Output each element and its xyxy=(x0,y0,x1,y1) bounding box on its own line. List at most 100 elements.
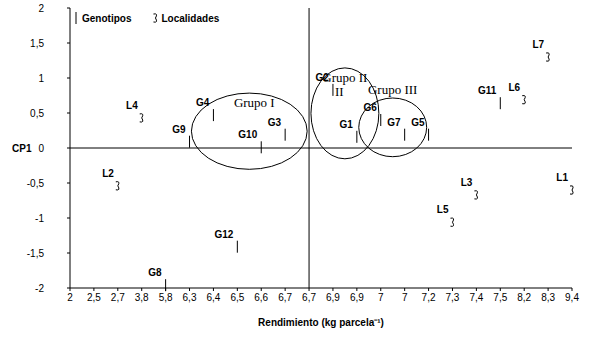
point xyxy=(522,96,525,104)
y-tick-label: 0,5 xyxy=(30,108,44,119)
x-tick xyxy=(189,288,190,291)
x-tick-label: 7,2 xyxy=(422,292,436,303)
point xyxy=(570,186,573,194)
point xyxy=(116,182,119,190)
x-tick-label: 9,4 xyxy=(565,292,579,303)
point xyxy=(261,141,262,153)
x-tick-label: 8,2 xyxy=(517,292,531,303)
y-tick xyxy=(67,43,70,44)
y-tick xyxy=(67,8,70,9)
x-tick-label: 6,6 xyxy=(254,292,268,303)
point xyxy=(450,218,453,226)
y-tick xyxy=(67,148,70,149)
y-tick-label: 1 xyxy=(38,73,44,84)
point xyxy=(474,191,477,199)
point xyxy=(404,129,405,141)
x-tick-label: 5,8 xyxy=(159,292,173,303)
point-label: L6 xyxy=(509,82,521,93)
points xyxy=(116,53,573,291)
point xyxy=(285,129,286,141)
x-tick-label: 7 xyxy=(378,292,384,303)
x-tick xyxy=(380,288,381,291)
y-tick xyxy=(67,113,70,114)
x-axis xyxy=(70,288,572,289)
x-tick xyxy=(117,288,118,291)
x-tick-label: 6,7 xyxy=(302,292,316,303)
x-tick xyxy=(548,288,549,291)
x-tick-label: 2,7 xyxy=(111,292,125,303)
legend-marker xyxy=(153,14,156,22)
y-tick xyxy=(67,218,70,219)
point-label: G7 xyxy=(387,117,401,128)
x-tick-label: 2,5 xyxy=(87,292,101,303)
x-tick xyxy=(237,288,238,291)
zero-line xyxy=(70,148,572,149)
x-tick-label: 8,3 xyxy=(541,292,555,303)
point xyxy=(189,136,190,148)
point-label: G3 xyxy=(268,117,282,128)
group-label: Grupo II xyxy=(322,70,367,85)
x-tick-label: 6,5 xyxy=(230,292,244,303)
legend-marker xyxy=(76,12,77,24)
y-tick-label: -1 xyxy=(35,213,44,224)
x-tick xyxy=(428,288,429,291)
y-tick-label: -0,5 xyxy=(27,178,45,189)
x-tick-label: 7,4 xyxy=(469,292,483,303)
y-tick xyxy=(67,253,70,254)
point-label: G11 xyxy=(478,85,497,96)
point xyxy=(237,241,238,253)
point xyxy=(140,114,143,122)
x-tick xyxy=(261,288,262,291)
point-label: L4 xyxy=(126,100,138,111)
x-tick xyxy=(309,288,310,291)
x-tick xyxy=(213,288,214,291)
point-label: G6 xyxy=(363,102,377,113)
point-label: G1 xyxy=(340,119,354,130)
x-tick xyxy=(332,288,333,291)
x-tick-label: 6,9 xyxy=(350,292,364,303)
x-tick xyxy=(404,288,405,291)
point-label: L7 xyxy=(532,39,544,50)
point xyxy=(380,114,381,126)
x-tick-label: 7,3 xyxy=(446,292,460,303)
group-outline xyxy=(359,98,427,157)
x-tick xyxy=(524,288,525,291)
x-tick-label: 6,7 xyxy=(278,292,292,303)
point-label: G10 xyxy=(238,129,257,140)
annotation: II xyxy=(335,84,344,99)
x-tick xyxy=(285,288,286,291)
x-tick xyxy=(500,288,501,291)
x-tick-label: 7,5 xyxy=(493,292,507,303)
group-outline xyxy=(191,93,307,169)
point xyxy=(213,109,214,121)
point-label: G9 xyxy=(172,124,186,135)
point-label: G2 xyxy=(316,72,330,83)
point xyxy=(332,84,333,96)
group-label: Grupo I xyxy=(234,95,275,110)
x-tick-label: 6,3 xyxy=(183,292,197,303)
y-tick-label: -1,5 xyxy=(27,248,45,259)
point xyxy=(356,131,357,143)
x-tick xyxy=(356,288,357,291)
point-label: G8 xyxy=(148,267,162,278)
point xyxy=(500,97,501,109)
x-tick xyxy=(93,288,94,291)
x-tick xyxy=(141,288,142,291)
y-tick-label: 2 xyxy=(38,3,44,14)
x-tick xyxy=(476,288,477,291)
point-label: G5 xyxy=(411,117,425,128)
point-label: L1 xyxy=(556,172,568,183)
chart: -2-1,5-1-0,500,511,5222,52,73,85,86,36,4… xyxy=(0,0,589,345)
point-label: L3 xyxy=(461,177,473,188)
x-axis-label: Rendimiento (kg parcela⁻¹) xyxy=(258,317,384,328)
point xyxy=(165,279,166,291)
group-label: Grupo III xyxy=(368,82,417,97)
point-label: L2 xyxy=(102,168,114,179)
x-tick-label: 3,8 xyxy=(135,292,149,303)
point xyxy=(546,53,549,61)
x-tick-label: 7 xyxy=(402,292,408,303)
y-tick-label: -2 xyxy=(35,283,44,294)
point xyxy=(428,129,429,141)
x-tick xyxy=(572,288,573,291)
y-axis-label: CP1 xyxy=(12,143,32,154)
